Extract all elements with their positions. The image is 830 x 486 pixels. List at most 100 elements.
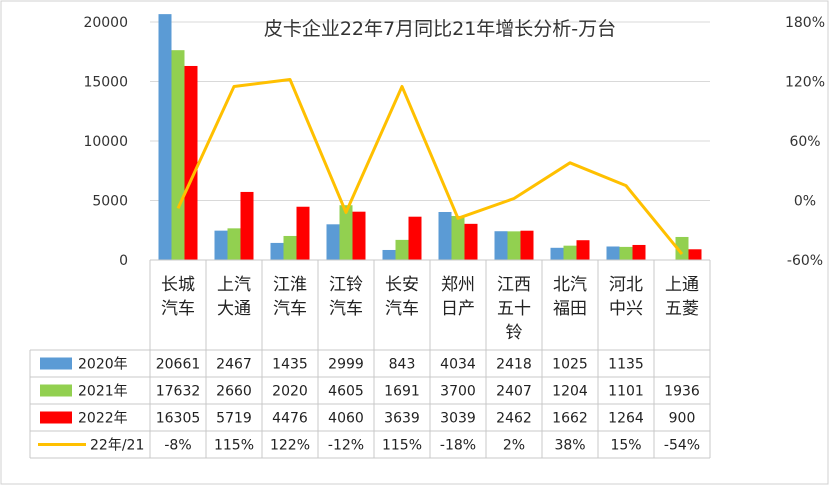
table-cell: 20661 — [156, 357, 201, 373]
right-axis-tick-label: 120% — [785, 75, 825, 91]
category-label: 上汽 — [217, 275, 251, 295]
category-label: 江铃 — [329, 275, 363, 295]
table-cell: 1204 — [552, 384, 588, 400]
table-cell: -18% — [440, 438, 476, 454]
bar — [395, 239, 409, 260]
right-axis-tick-label: 0% — [794, 194, 816, 210]
legend-label: 2020年 — [78, 357, 128, 373]
bar — [296, 206, 310, 260]
category-label: 长安 — [385, 275, 419, 295]
bar — [339, 205, 353, 260]
table-cell: 2467 — [216, 357, 252, 373]
table-cell: -12% — [328, 438, 364, 454]
legend-swatch — [40, 357, 72, 370]
table-cell: 3700 — [440, 384, 476, 400]
legend-label: 22年/21 — [90, 438, 144, 454]
bar — [227, 228, 241, 260]
right-axis-tick-label: 180% — [785, 15, 825, 31]
right-axis-tick-label: -60% — [787, 253, 823, 269]
bar — [494, 231, 508, 260]
left-axis-tick-label: 0 — [119, 253, 128, 269]
bar — [550, 247, 564, 260]
category-label: 汽车 — [273, 299, 307, 319]
category-label: 汽车 — [385, 299, 419, 319]
bar — [408, 216, 422, 260]
table-cell: 2660 — [216, 384, 252, 400]
bar — [520, 230, 534, 260]
category-label: 江西 — [497, 275, 531, 295]
table-cell: 1101 — [608, 384, 644, 400]
category-label: 铃 — [506, 323, 523, 343]
table-cell: 16305 — [156, 411, 201, 427]
table-cell: 843 — [389, 357, 416, 373]
table-cell: 2418 — [496, 357, 532, 373]
right-axis-tick-label: 60% — [789, 134, 820, 150]
bar — [283, 235, 297, 260]
table-cell: 4034 — [440, 357, 476, 373]
bar — [619, 246, 633, 260]
table-cell: 5719 — [216, 411, 252, 427]
legend-swatch — [40, 384, 72, 397]
table-cell: 2407 — [496, 384, 532, 400]
category-label: 大通 — [217, 299, 251, 319]
table-cell: 900 — [669, 411, 696, 427]
category-label: 江淮 — [273, 275, 307, 295]
table-cell: 1264 — [608, 411, 644, 427]
category-label: 日产 — [441, 299, 475, 319]
left-axis-tick-label: 5000 — [92, 194, 128, 210]
table-cell: -54% — [664, 438, 700, 454]
bar — [675, 236, 689, 260]
table-cell: 1662 — [552, 411, 588, 427]
bar — [464, 223, 478, 260]
table-cell: 3639 — [384, 411, 420, 427]
bar — [270, 242, 284, 260]
legend-label: 2022年 — [78, 411, 128, 427]
bar — [632, 244, 646, 260]
category-label: 上通 — [665, 275, 699, 295]
table-cell: 122% — [270, 438, 310, 454]
legend-label: 2021年 — [78, 384, 128, 400]
table-cell: -8% — [164, 438, 191, 454]
table-cell: 1135 — [608, 357, 644, 373]
bar — [576, 240, 590, 260]
table-cell: 2999 — [328, 357, 364, 373]
table-cell: 1435 — [272, 357, 308, 373]
bar — [214, 230, 228, 260]
table-cell: 2462 — [496, 411, 532, 427]
table-cell: 115% — [214, 438, 254, 454]
left-axis-tick-label: 10000 — [83, 134, 128, 150]
bar — [382, 249, 396, 260]
table-cell: 2% — [503, 438, 525, 454]
table-cell: 1936 — [664, 384, 700, 400]
table-cell: 4605 — [328, 384, 364, 400]
bar — [507, 231, 521, 260]
bar — [438, 211, 452, 260]
category-label: 河北 — [609, 275, 643, 295]
category-label: 汽车 — [161, 299, 195, 319]
legend-swatch — [40, 411, 72, 424]
category-label: 中兴 — [609, 299, 643, 319]
category-label: 北汽 — [553, 275, 587, 295]
category-label: 长城 — [161, 275, 195, 295]
bar — [688, 249, 702, 260]
category-label: 汽车 — [329, 299, 363, 319]
table-cell: 15% — [610, 438, 641, 454]
table-cell: 1025 — [552, 357, 588, 373]
bar — [171, 50, 185, 260]
left-axis-tick-label: 15000 — [83, 75, 128, 91]
table-cell: 17632 — [156, 384, 201, 400]
bar — [326, 224, 340, 260]
category-label: 五十 — [497, 299, 531, 319]
bar — [240, 191, 254, 260]
bar — [158, 14, 172, 261]
bar — [563, 245, 577, 260]
left-axis-tick-label: 20000 — [83, 15, 128, 31]
category-label: 福田 — [553, 299, 587, 319]
category-label: 郑州 — [441, 275, 475, 295]
table-cell: 38% — [554, 438, 585, 454]
bar — [606, 246, 620, 260]
bar — [352, 211, 366, 260]
table-cell: 4476 — [272, 411, 308, 427]
